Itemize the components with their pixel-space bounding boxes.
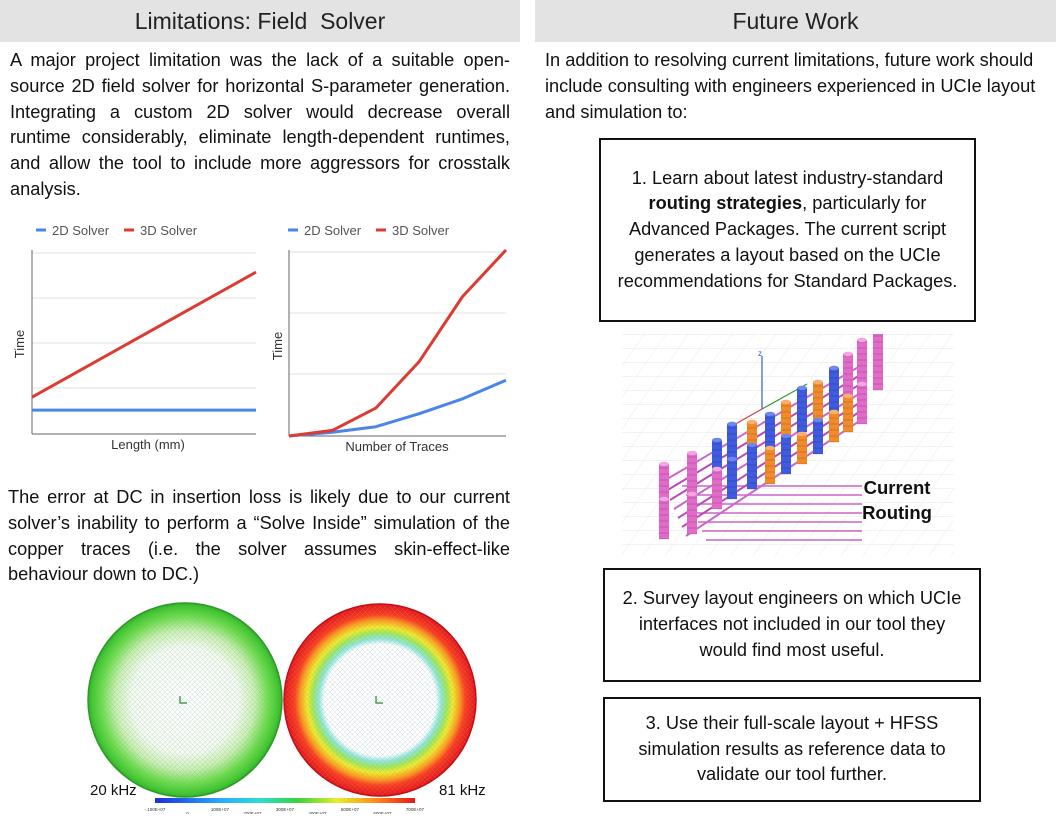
routing-label-line2: Routing <box>862 502 932 523</box>
runtime-charts: 2D Solver 3D Solver Length (mm) Time 2D … <box>12 223 508 454</box>
series-3d-line <box>31 270 257 399</box>
legend-3d-label: 3D Solver <box>140 223 198 238</box>
y-axis-label: Time <box>270 332 285 360</box>
routing-strategies-emphasis: routing strategies <box>648 193 803 214</box>
legend-2d-label: 2D Solver <box>52 223 110 238</box>
series-2d-line <box>288 378 507 438</box>
x-axis-label: Length (mm) <box>111 437 185 452</box>
dc-error-paragraph: The error at DC in insertion loss is lik… <box>8 487 510 585</box>
routing-pillars <box>659 334 883 540</box>
chart-length: 2D Solver 3D Solver Length (mm) Time <box>12 223 257 452</box>
future-work-intro: In addition to resolving current limitat… <box>545 50 1036 122</box>
future-item-2-box: 2. Survey layout engineers on which UCIe… <box>603 568 981 682</box>
current-density-plots: 20 kHz 81 kHz -.100E+07 0 100E+07 200E+07 30… <box>87 602 486 814</box>
colorbar-tick-label: 400E+07 <box>308 811 327 814</box>
left-panel-header: Limitations: Field Solver <box>0 0 520 42</box>
routing-label-line1: Current <box>864 477 931 498</box>
gridlines <box>32 252 256 389</box>
right-cross-section <box>283 603 477 797</box>
right-panel-title: Future Work <box>732 7 859 34</box>
gridlines <box>289 251 506 375</box>
colorbar-tick-label: 200E+07 <box>243 811 262 814</box>
future-item-3-text: 3. Use their full-scale layout + HFSS si… <box>638 712 946 785</box>
future-item-2-text: 2. Survey layout engineers on which UCIe… <box>622 588 962 660</box>
future-item-3-box: 3. Use their full-scale layout + HFSS si… <box>603 697 981 802</box>
chart-traces: 2D Solver 3D Solver Number of Traces Tim… <box>270 223 508 454</box>
colorbar-ticks: -.100E+07 0 100E+07 200E+07 300E+07 400E+07 50… <box>145 807 425 814</box>
colorbar-tick-label: -.100E+07 <box>145 807 166 812</box>
y-axis-label: Time <box>12 330 27 358</box>
future-item-1-box: 1. Learn about latest industry-standard … <box>599 138 976 322</box>
left-cross-section <box>87 602 283 798</box>
colorbar-tick-label: 500E+07 <box>341 807 360 812</box>
future-item-1-text: 1. Learn about latest industry-standard … <box>617 167 958 291</box>
colorbar <box>155 798 415 803</box>
svg-text:z: z <box>758 349 762 358</box>
colorbar-tick-label: 300E+07 <box>276 807 295 812</box>
colorbar-tick-label: 100E+07 <box>211 807 230 812</box>
freq-label-left: 20 kHz <box>90 782 137 799</box>
colorbar-tick-label: 0 <box>186 811 189 814</box>
right-panel-header: Future Work <box>535 0 1056 42</box>
series-3d-line <box>288 248 508 438</box>
routing-layout-render: z Current Routing <box>622 334 954 556</box>
freq-label-right: 81 kHz <box>439 782 486 799</box>
x-axis-label: Number of Traces <box>345 439 449 454</box>
colorbar-tick-label: 600E+07 <box>373 811 392 814</box>
legend-3d-label: 3D Solver <box>392 223 450 238</box>
left-panel-title: Limitations: Field Solver <box>134 7 386 34</box>
legend-2d-label: 2D Solver <box>304 223 362 238</box>
colorbar-tick-label: 700E+07 <box>406 807 425 812</box>
limitation-paragraph: A major project limitation was the lack … <box>10 50 510 199</box>
